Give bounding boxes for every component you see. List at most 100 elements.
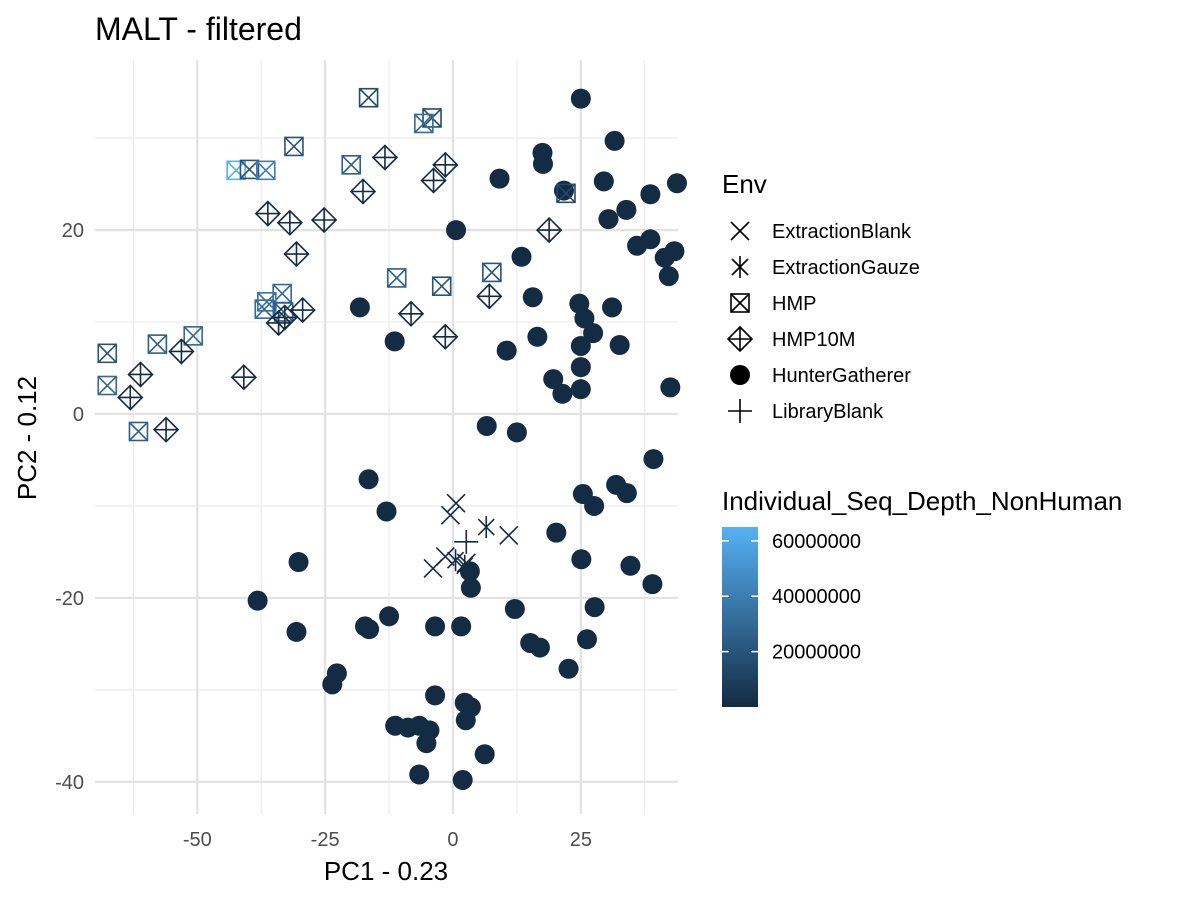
data-point-diamond-plus [397, 300, 425, 327]
data-point-filled-circle [660, 377, 681, 398]
data-point-square-x [341, 155, 362, 175]
point-dot [654, 247, 675, 268]
data-point-square-x [254, 299, 275, 319]
point-stroke [226, 160, 246, 180]
legend-label: HunterGatherer [772, 365, 911, 387]
data-point-filled-circle [358, 469, 379, 490]
data-point-filled-circle [504, 598, 525, 619]
y-axis-label: PC2 - 0.12 [12, 376, 42, 500]
data-point-square-x [284, 136, 304, 157]
point-stroke [432, 276, 452, 296]
data-point-filled-circle [543, 369, 564, 390]
point-dot [543, 369, 564, 390]
point-dot [425, 616, 446, 637]
data-point-filled-circle [642, 574, 663, 595]
data-point-filled-circle [654, 247, 675, 268]
point-dot [598, 209, 619, 230]
x-tick-label: 0 [447, 829, 458, 851]
data-point-filled-circle [666, 173, 687, 194]
data-points [97, 87, 687, 790]
point-square [414, 113, 434, 134]
point-stroke [556, 183, 576, 203]
point-square [431, 276, 452, 297]
data-point-diamond-plus [371, 144, 399, 171]
color-bar-tick-label: 20000000 [772, 642, 861, 664]
point-stroke [97, 343, 117, 363]
point-square [226, 160, 246, 181]
point-dot [616, 483, 637, 504]
data-point-diamond-plus [254, 200, 281, 227]
y-tick-label: 20 [62, 220, 84, 242]
point-dot [584, 597, 605, 618]
data-point-filled-circle [506, 422, 527, 443]
data-point-filled-circle [604, 130, 625, 151]
data-point-filled-circle [425, 685, 446, 706]
data-point-filled-circle [616, 199, 637, 220]
point-stroke [456, 557, 474, 575]
point-dot [658, 266, 679, 287]
point-square [239, 159, 260, 180]
color-bar [722, 527, 758, 707]
point-dot [546, 522, 567, 543]
data-point-square-x [183, 326, 203, 346]
data-point-filled-circle [247, 590, 268, 611]
data-point-filled-circle [286, 621, 307, 642]
point-dot [416, 733, 437, 754]
data-point-diamond-plus [432, 323, 459, 350]
point-dot [570, 88, 591, 109]
data-point-diamond-plus [289, 296, 316, 324]
data-point-filled-circle [384, 331, 405, 352]
data-point-filled-circle [349, 297, 370, 318]
data-point-filled-circle [379, 606, 400, 627]
point-square [422, 108, 442, 128]
major-grid [95, 60, 678, 814]
point-stroke [435, 546, 455, 567]
point-dot [460, 577, 481, 598]
point-dot [358, 469, 379, 490]
y-tick-label: -40 [55, 772, 84, 794]
point-dot [384, 331, 405, 352]
series-ExtractionGauze [446, 516, 495, 577]
minor-grid [95, 60, 678, 814]
data-point-filled-circle [376, 501, 397, 522]
data-point-filled-circle [583, 323, 604, 344]
point-stroke [731, 258, 749, 276]
point-dot [451, 616, 472, 637]
point-dot [730, 365, 750, 385]
data-point-filled-circle [570, 335, 591, 356]
point-stroke [254, 299, 274, 319]
data-point-diamond-plus [283, 240, 310, 268]
y-tick-label: 0 [73, 404, 84, 426]
data-point-x [440, 505, 460, 525]
point-square [128, 421, 149, 442]
point-dot [593, 171, 614, 192]
color-bar-ticks: 20000000 40000000 60000000 [722, 531, 861, 664]
point-stroke [482, 262, 502, 282]
data-point-square-x [97, 375, 118, 396]
point-stroke [499, 525, 519, 545]
data-point-filled-circle [640, 184, 661, 205]
point-stroke [341, 155, 361, 175]
series-HMP [97, 87, 576, 442]
point-dot [455, 710, 476, 731]
point-square [254, 299, 275, 319]
point-dot [489, 168, 510, 189]
shape-legend-items: ExtractionBlank ExtractionGauze HMP HMP10M H… [726, 221, 920, 423]
point-dot [627, 235, 648, 256]
point-dot [570, 335, 591, 356]
data-point-filled-circle [602, 297, 623, 318]
data-point-filled-circle [576, 629, 597, 650]
x-axis-label: PC1 - 0.23 [324, 856, 448, 886]
data-point-filled-circle [658, 266, 679, 287]
point-square [730, 293, 750, 313]
point-stroke [183, 326, 203, 346]
data-point-diamond-plus [230, 364, 257, 391]
point-stroke [256, 160, 276, 180]
point-dot [584, 495, 605, 516]
point-dot [506, 422, 527, 443]
point-dot [532, 153, 553, 174]
point-dot [642, 574, 663, 595]
data-point-filled-circle [288, 552, 309, 573]
data-point-filled-circle [474, 744, 495, 765]
point-dot [522, 287, 543, 308]
